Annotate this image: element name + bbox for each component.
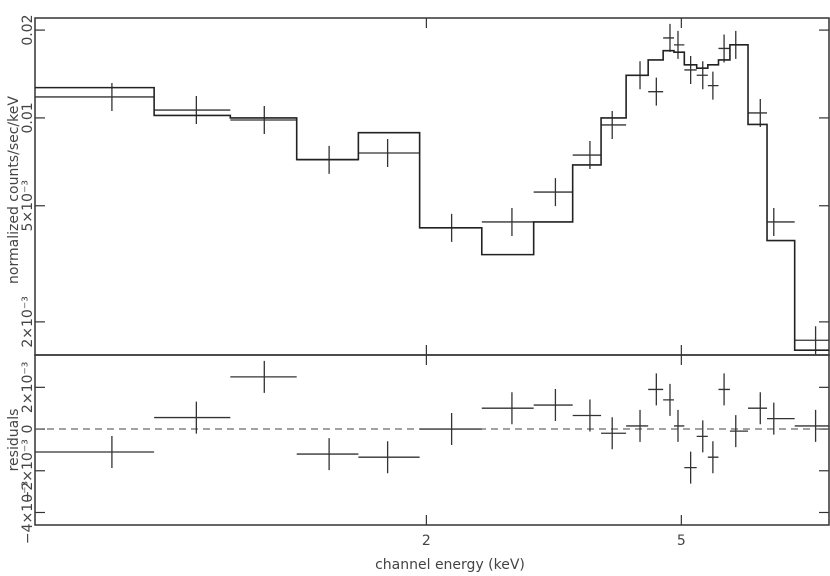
data-cross	[296, 438, 359, 471]
data-cross	[35, 435, 155, 468]
data-cross	[663, 383, 674, 416]
y-tick-label: 5×10⁻³	[20, 180, 36, 231]
data-cross	[673, 409, 685, 442]
data-cross	[154, 96, 231, 125]
model-step	[35, 44, 829, 351]
data-cross	[358, 139, 420, 168]
data-cross	[572, 399, 602, 432]
data-cross	[684, 451, 697, 484]
y-tick-label: 2×10⁻³	[20, 296, 36, 347]
data-cross	[648, 373, 664, 406]
data-cross	[154, 401, 231, 434]
data-cross	[626, 409, 649, 442]
y-tick-label: 2×10⁻³	[20, 362, 36, 413]
y-tick-label: 0.02	[20, 14, 36, 45]
data-cross	[696, 420, 708, 453]
data-cross	[767, 207, 795, 236]
x-tick-label: 5	[677, 533, 686, 549]
data-cross	[718, 373, 730, 406]
data-cross	[748, 98, 768, 127]
data-cross	[794, 409, 829, 442]
top-frame	[34, 17, 830, 356]
data-cross	[767, 402, 795, 435]
data-cross	[696, 61, 708, 90]
y-axis-label: normalized counts/sec/keV	[6, 96, 22, 284]
data-cross	[419, 413, 482, 446]
x-axis-label: channel energy (keV)	[375, 557, 525, 573]
y-axis-label: residuals	[6, 409, 22, 472]
data-cross	[230, 105, 297, 134]
y-tick-label: 0	[20, 425, 36, 434]
data-cross	[481, 392, 534, 425]
data-cross	[673, 30, 685, 59]
data-cross	[707, 71, 719, 100]
y-tick-label: −2×10⁻³	[20, 439, 36, 502]
data-cross	[663, 23, 674, 52]
data-cross	[684, 55, 697, 84]
x-tick-label: 2	[422, 533, 431, 549]
data-cross	[718, 34, 730, 63]
data-cross	[601, 417, 627, 450]
data-cross	[648, 77, 664, 106]
data-cross	[601, 110, 627, 139]
bottom-frame	[34, 354, 830, 526]
data-cross	[481, 207, 534, 236]
data-cross	[230, 360, 297, 393]
y-tick-label: −4×10⁻³	[20, 481, 36, 544]
data-cross	[729, 415, 749, 448]
data-cross	[533, 178, 573, 207]
data-cross	[748, 392, 768, 425]
data-cross	[358, 441, 420, 474]
y-tick-label: 0.01	[20, 102, 36, 133]
data-cross	[533, 389, 573, 422]
data-cross	[707, 441, 719, 474]
